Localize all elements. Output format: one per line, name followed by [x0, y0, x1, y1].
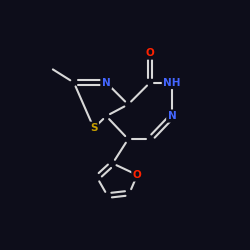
Text: N: N [102, 78, 110, 88]
Text: O: O [133, 170, 141, 180]
Text: NH: NH [163, 78, 181, 88]
Text: S: S [90, 123, 98, 133]
Text: N: N [168, 111, 176, 121]
Text: O: O [146, 48, 154, 58]
